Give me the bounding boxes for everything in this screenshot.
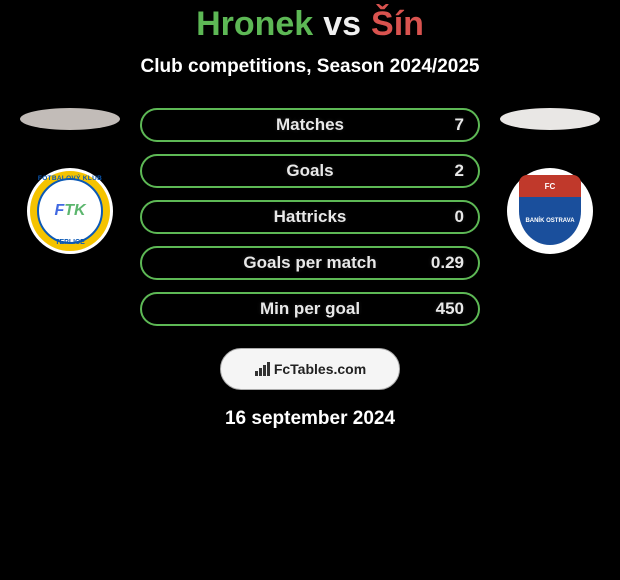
stat-label: Matches	[276, 115, 344, 135]
shield-bottom-text: BANÍK OSTRAVA	[519, 197, 581, 245]
stat-label: Goals per match	[243, 253, 376, 273]
vs-separator: vs	[323, 5, 361, 44]
chart-icon	[254, 361, 270, 377]
right-badges: FC BANÍK OSTRAVA	[500, 108, 600, 254]
stat-row-goals: Goals 2	[140, 154, 480, 188]
left-badges: FOTBALOVÝ KLUB FTK TEPLICE	[20, 108, 120, 254]
player2-name: Šín	[371, 5, 424, 44]
stat-value: 0.29	[431, 253, 464, 273]
shield-top-text: FC	[519, 175, 581, 197]
stat-row-matches: Matches 7	[140, 108, 480, 142]
brand-pill[interactable]: FcTables.com	[220, 348, 400, 390]
club-logo-left: FOTBALOVÝ KLUB FTK TEPLICE	[27, 168, 113, 254]
shield-icon: FC BANÍK OSTRAVA	[519, 175, 581, 247]
stat-label: Min per goal	[260, 299, 360, 319]
flag-right	[500, 108, 600, 130]
stat-label: Goals	[286, 161, 333, 181]
subtitle-text: Club competitions, Season 2024/2025	[141, 56, 480, 78]
stat-value: 450	[436, 299, 464, 319]
club-left-center: FTK	[54, 202, 85, 220]
club-left-bottom-text: TEPLICE	[55, 239, 85, 246]
stat-label: Hattricks	[274, 207, 347, 227]
club-left-inner: FTK	[37, 178, 103, 244]
stat-value: 2	[455, 161, 464, 181]
club-logo-right: FC BANÍK OSTRAVA	[507, 168, 593, 254]
player1-name: Hronek	[196, 5, 313, 44]
stats-container: Matches 7 Goals 2 Hattricks 0 Goals per …	[140, 108, 480, 326]
stat-value: 7	[455, 115, 464, 135]
date-text: 16 september 2024	[225, 408, 395, 430]
stat-row-min-per-goal: Min per goal 450	[140, 292, 480, 326]
stat-row-hattricks: Hattricks 0	[140, 200, 480, 234]
brand-text: FcTables.com	[274, 361, 366, 377]
stat-row-goals-per-match: Goals per match 0.29	[140, 246, 480, 280]
flag-left	[20, 108, 120, 130]
content-row: FOTBALOVÝ KLUB FTK TEPLICE Matches 7 Goa…	[0, 108, 620, 326]
page-title: Hronek vs Šín	[196, 5, 424, 44]
stat-value: 0	[455, 207, 464, 227]
